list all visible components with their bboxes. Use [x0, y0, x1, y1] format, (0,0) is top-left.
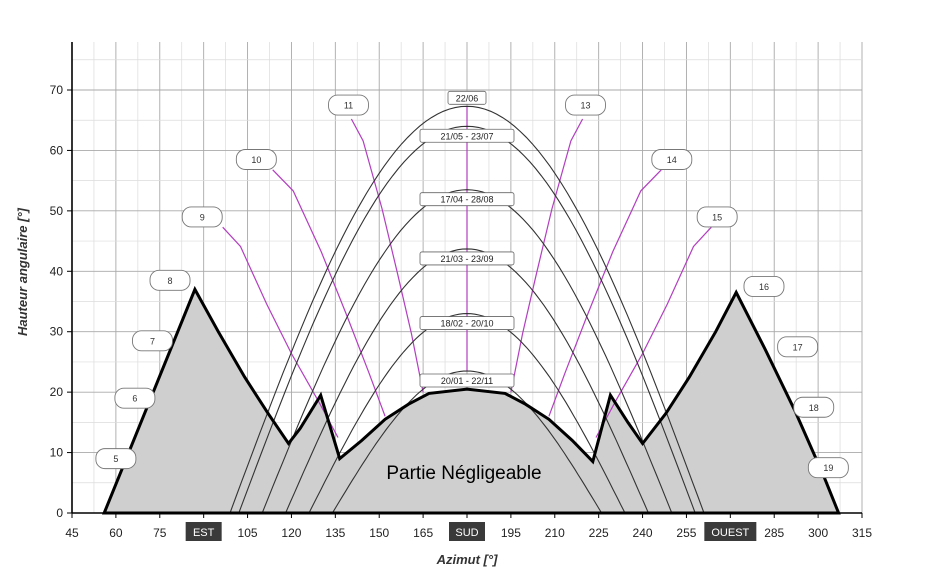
sun-path-1 [238, 125, 696, 514]
sun-path-4 [308, 313, 626, 514]
hour-marker-box [235, 149, 277, 170]
y-tick-label: 0 [56, 506, 63, 520]
hour-marker-label: 6 [132, 394, 137, 404]
y-axis-title: Hauteur angulaire [°] [15, 207, 30, 336]
x-tick-label: 255 [676, 526, 696, 540]
x-tick-label: 120 [281, 526, 301, 540]
date-label: 21/03 - 23/09 [440, 254, 493, 264]
hour-marker-box [181, 206, 223, 228]
hour-markers-layer: 5 6 7 8 9 10 11 13 14 15 16 17 18 19 [95, 94, 849, 479]
x-tick-label: 315 [852, 526, 872, 540]
x-tick-label: 75 [153, 526, 167, 540]
horizon-outline-layer [101, 285, 841, 515]
direction-label: EST [193, 527, 215, 539]
date-label-box [447, 90, 487, 105]
x-tick-label: 45 [65, 526, 79, 540]
hour-line-9 [222, 226, 339, 438]
date-label-box [419, 251, 515, 266]
hour-marker-box [114, 387, 156, 409]
date-label-box [419, 192, 515, 207]
hour-line-10 [272, 169, 386, 417]
hour-marker-box [565, 94, 606, 116]
direction-badge [185, 522, 222, 541]
y-tick-label: 30 [50, 325, 64, 339]
horizon-mask-outline [101, 285, 841, 515]
hour-marker-label: 11 [344, 101, 353, 111]
hour-marker-box [696, 206, 738, 228]
hour-marker-box [651, 149, 693, 170]
hour-marker-box [743, 275, 785, 297]
horizon-mask [104, 289, 839, 513]
x-tick-label: 60 [109, 526, 123, 540]
date-label: 20/01 - 22/11 [441, 376, 493, 386]
hour-marker-box [95, 448, 137, 470]
hour-marker-label: 18 [809, 403, 819, 413]
hour-line-11 [350, 118, 424, 393]
sun-path-5 [331, 370, 603, 514]
sun-paths-layer [229, 105, 705, 514]
date-label-box [419, 373, 515, 388]
date-label-box [419, 128, 515, 143]
hour-marker-label: 14 [667, 155, 677, 165]
hour-marker-label: 13 [580, 101, 590, 111]
x-tick-label: 165 [413, 526, 433, 540]
hour-marker-box [793, 396, 835, 418]
x-tick-label: 240 [633, 526, 653, 540]
hour-line-14 [548, 169, 662, 417]
y-tick-label: 40 [50, 264, 64, 278]
x-tick-label: 225 [589, 526, 609, 540]
hour-marker-label: 7 [150, 336, 155, 346]
hour-marker-label: 16 [759, 282, 769, 292]
y-tick-label: 10 [50, 446, 64, 460]
horizon-mask-layer [104, 289, 839, 513]
hour-marker-label: 5 [113, 454, 118, 464]
y-tick-label: 20 [50, 385, 64, 399]
hour-marker-box [132, 330, 173, 352]
hour-marker-box [777, 336, 819, 358]
hour-marker-label: 15 [712, 212, 722, 222]
hour-lines-layer [222, 106, 712, 438]
hour-marker-box [807, 457, 849, 479]
sun-path-2 [261, 189, 673, 514]
x-axis-title: Azimut [°] [436, 552, 498, 567]
x-tick-label: 150 [369, 526, 389, 540]
sun-path-0 [229, 105, 705, 514]
hour-line-13 [510, 118, 584, 393]
hour-marker-label: 17 [793, 342, 803, 352]
date-labels-layer: 22/06 21/05 - 23/07 17/04 - 28/08 21/03 - 2… [419, 90, 515, 388]
date-label: 17/04 - 28/08 [440, 195, 493, 205]
date-label: 21/05 - 23/07 [440, 131, 493, 141]
y-tick-label: 60 [50, 143, 64, 157]
x-tick-label: 135 [325, 526, 345, 540]
direction-label: OUEST [711, 527, 749, 539]
hour-marker-box [328, 94, 369, 116]
x-tick-label: 195 [501, 526, 521, 540]
x-tick-label: 105 [238, 526, 258, 540]
direction-badge [704, 522, 757, 541]
hour-line-15 [595, 226, 712, 438]
region-label: Partie Négligeable [386, 463, 541, 484]
x-tick-label: 300 [808, 526, 828, 540]
hour-marker-label: 9 [200, 212, 205, 222]
date-label: 22/06 [456, 93, 479, 103]
direction-label: SUD [455, 527, 478, 539]
sun-path-3 [285, 248, 649, 514]
x-tick-label: 285 [764, 526, 784, 540]
hour-marker-box [149, 269, 191, 291]
x-tick-label: 210 [545, 526, 565, 540]
y-tick-label: 50 [50, 204, 64, 218]
hour-marker-label: 8 [168, 276, 173, 286]
date-label: 18/02 - 20/10 [440, 319, 493, 329]
hour-marker-label: 10 [251, 155, 261, 165]
hour-marker-label: 19 [823, 463, 833, 473]
direction-badge [449, 522, 485, 541]
y-tick-label: 70 [50, 83, 64, 97]
date-label-box [419, 316, 515, 330]
